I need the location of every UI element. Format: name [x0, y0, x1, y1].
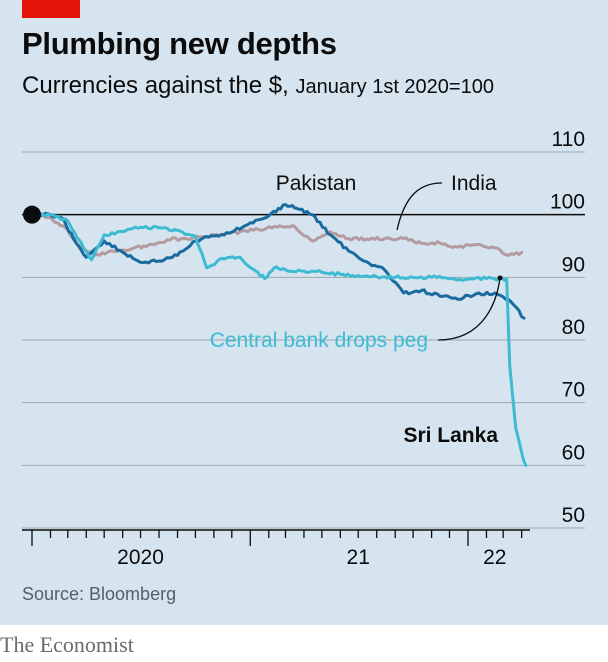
- chart-title: Plumbing new depths: [22, 26, 337, 61]
- brand-red-tag: [22, 0, 80, 18]
- x-tick-label-2020: 2020: [117, 546, 164, 569]
- x-tick-label-22: 22: [483, 546, 506, 569]
- leader-india: [396, 182, 443, 231]
- y-tick-label-100: 100: [550, 191, 585, 214]
- y-tick-labels: 50 60 70 80 90 100 110: [550, 128, 585, 527]
- annotations: Pakistan India Central bank drops peg Sri L…: [210, 172, 503, 447]
- y-tick-label-90: 90: [562, 253, 585, 276]
- series-line-sri-lanka: [30, 211, 528, 467]
- y-tick-label-50: 50: [562, 504, 585, 527]
- series-lines: [23, 203, 528, 467]
- line-chart: 50 60 70 80 90 100 110 2020 21 22 Pakistan India C…: [22, 128, 585, 569]
- peg-point: [497, 275, 503, 281]
- subtitle-main: Currencies against the $,: [22, 72, 289, 99]
- brand-wordmark: The Economist: [0, 632, 134, 657]
- y-tick-label-110: 110: [552, 128, 585, 151]
- label-central-bank-drops-peg: Central bank drops peg: [210, 329, 428, 352]
- subtitle-detail: January 1st 2020=100: [295, 76, 494, 98]
- y-tick-label-80: 80: [562, 316, 585, 339]
- leader-central-bank: [437, 277, 501, 341]
- series-line-india: [30, 212, 524, 257]
- chart-subtitle: Currencies against the $, January 1st 20…: [22, 72, 494, 100]
- y-tick-label-60: 60: [562, 441, 585, 464]
- series-line-pakistan: [30, 203, 526, 320]
- label-india: India: [451, 172, 497, 195]
- label-sri-lanka: Sri Lanka: [403, 424, 498, 447]
- label-pakistan: Pakistan: [276, 172, 357, 195]
- source-note: Source: Bloomberg: [22, 584, 177, 604]
- x-tick-label-21: 21: [347, 546, 370, 569]
- gridlines: [22, 151, 585, 529]
- start-dot: [23, 205, 41, 224]
- y-tick-label-70: 70: [562, 379, 585, 402]
- x-axis: 2020 21 22: [22, 529, 530, 569]
